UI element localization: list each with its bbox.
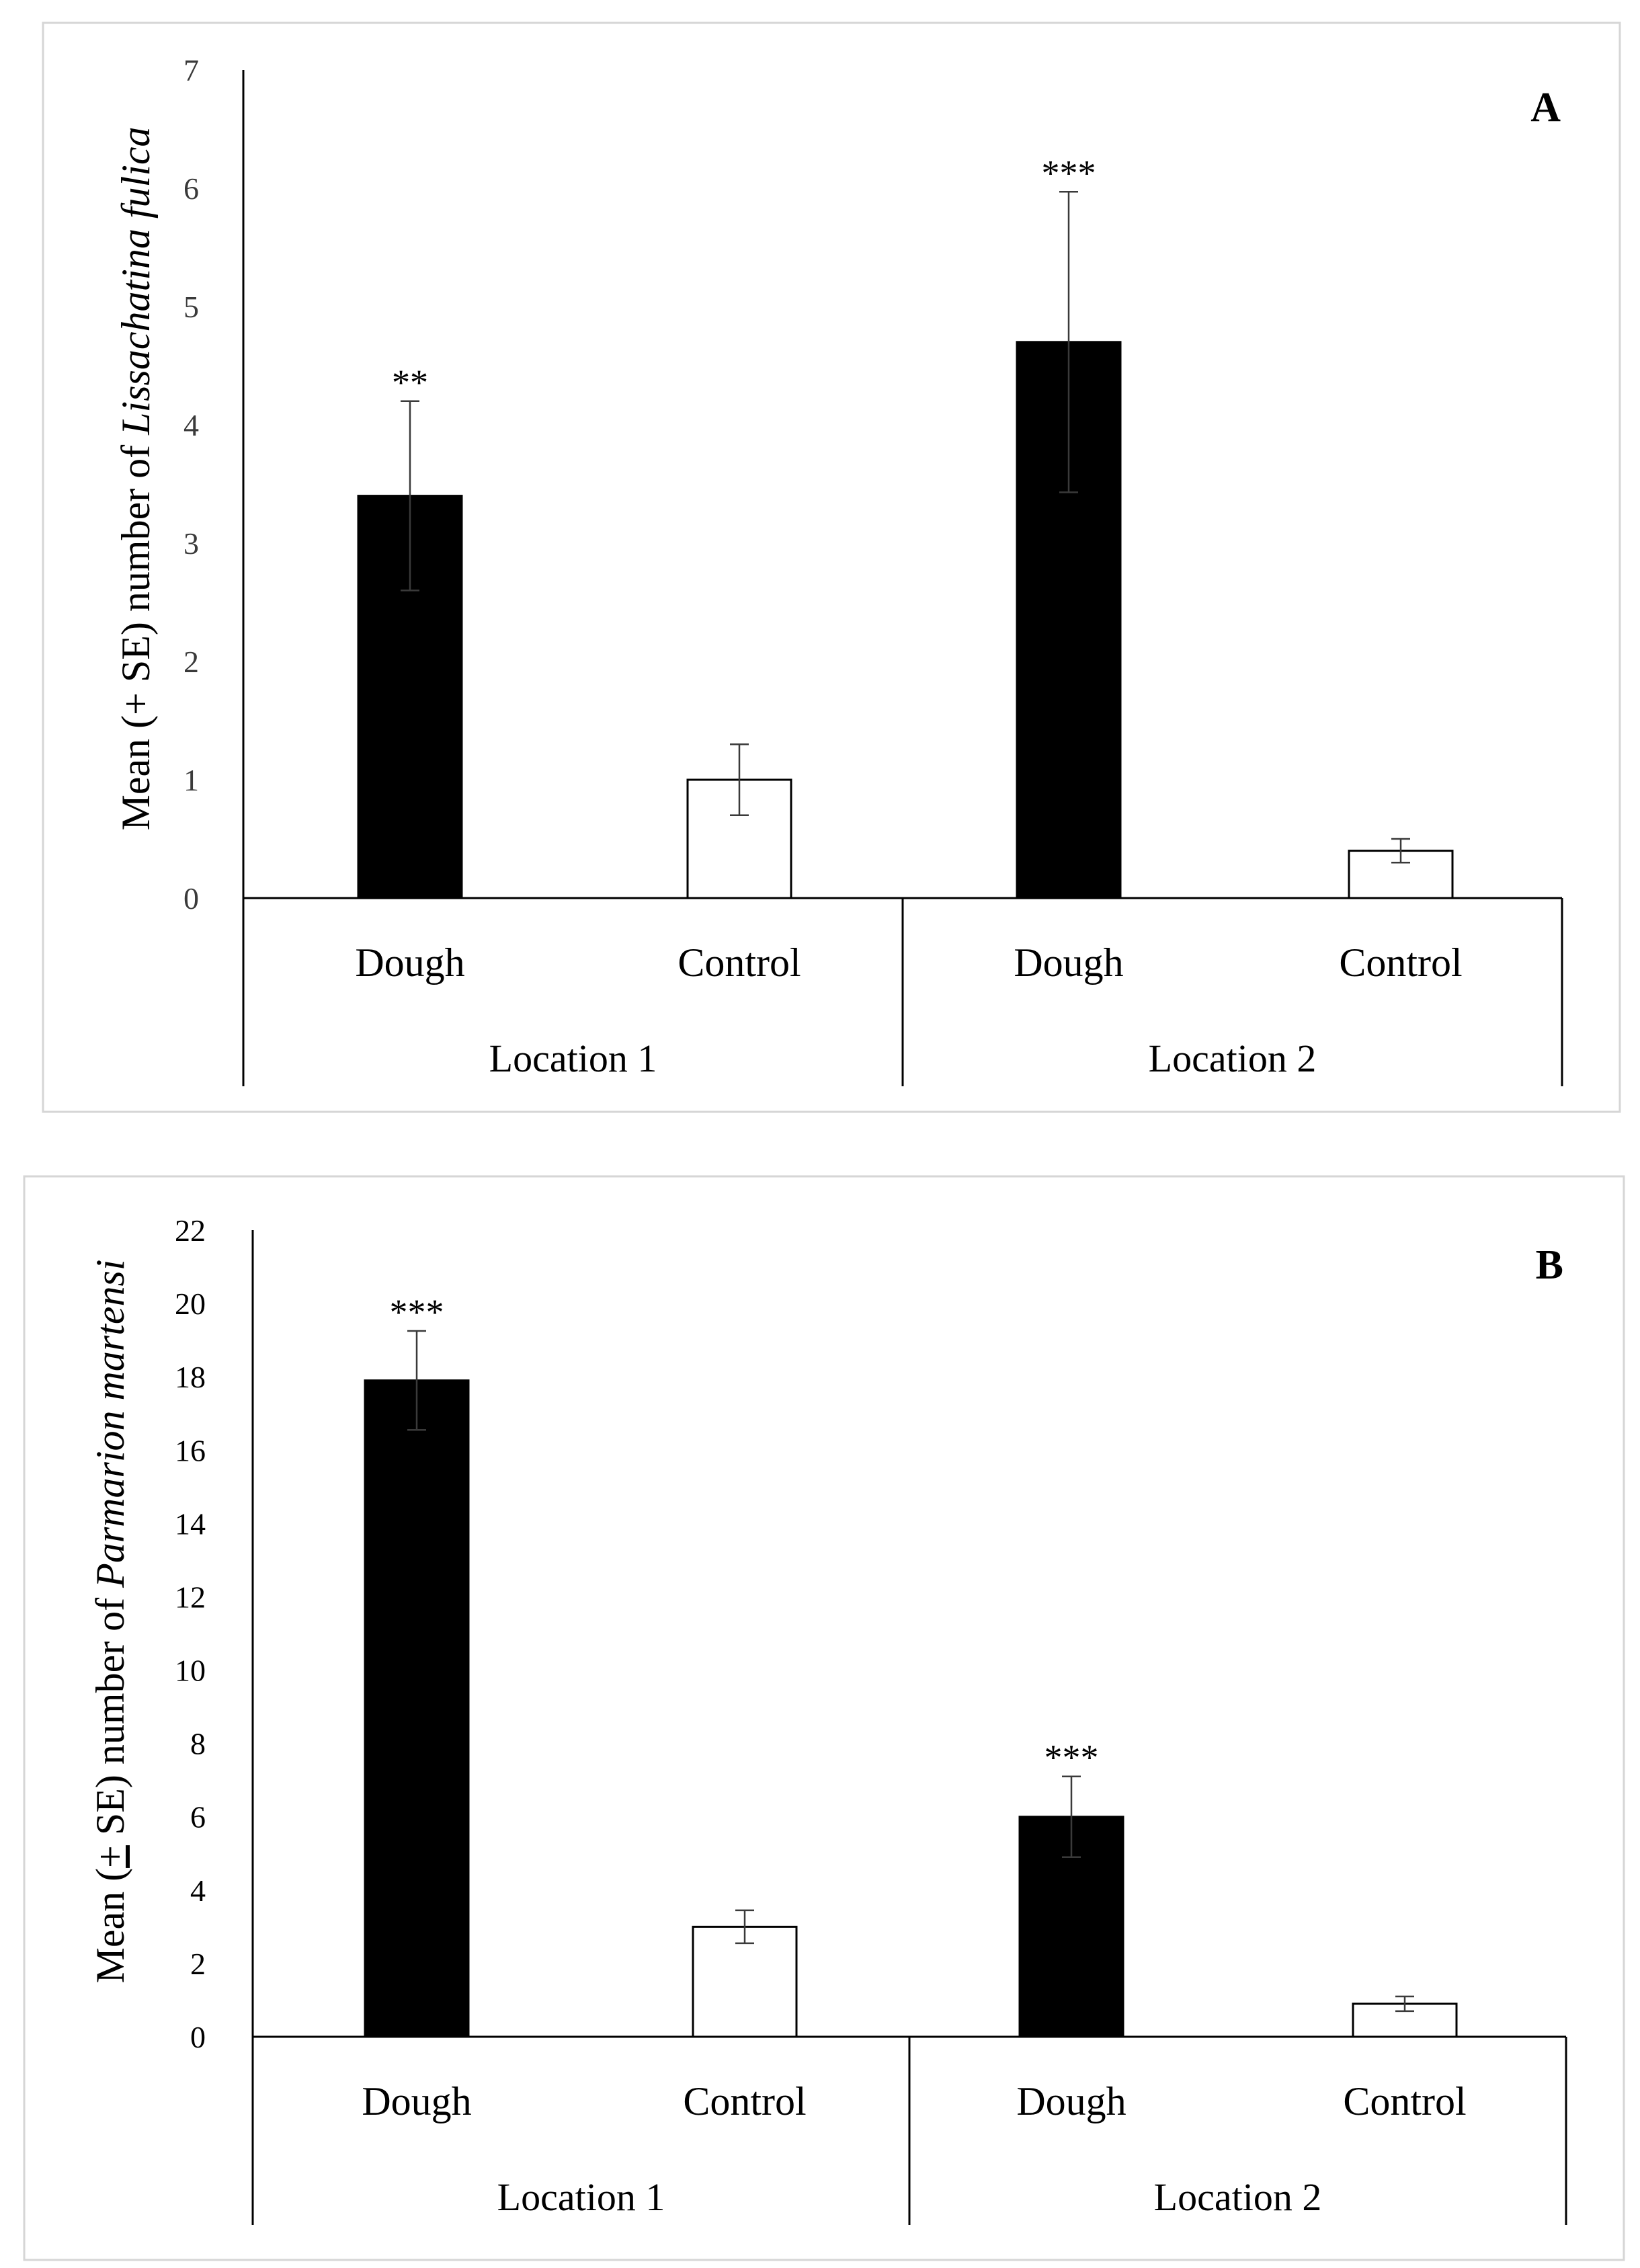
panel-b-y-ticks: 0 2 4 6 8 10 12 14 16 18 20 22: [175, 1213, 206, 2054]
y-tick-label: 10: [175, 1654, 206, 1688]
y-tick-label: 16: [175, 1433, 206, 1467]
significance-marker: ***: [1044, 1738, 1099, 1778]
y-tick-label: 14: [175, 1506, 206, 1541]
x-tick-label: Dough: [362, 2079, 471, 2123]
y-tick-label: 12: [175, 1580, 206, 1614]
y-tick-label: 7: [183, 53, 199, 87]
panel-a-y-ticks: 0 1 2 3 4 5 6 7: [183, 53, 199, 916]
x-tick-label: Control: [678, 940, 801, 985]
panel-a-label: A: [1530, 85, 1561, 130]
panel-a-frame: [42, 22, 1621, 1113]
y-tick-label: 6: [190, 1800, 206, 1834]
x-tick-label: Control: [1343, 2079, 1466, 2123]
panel-b-axes: [251, 1230, 1567, 2225]
group-label: Location 2: [1154, 2175, 1322, 2219]
panel-a-category-labels: Dough Control Location 1 Dough Control Locati…: [355, 940, 1462, 1080]
panel-b-category-labels: Dough Control Location 1 Dough Control Locati…: [362, 2079, 1466, 2219]
bar: [364, 1379, 470, 2038]
significance-marker: ***: [1042, 153, 1096, 193]
x-tick-label: Dough: [1014, 940, 1123, 985]
panel-b-y-axis-label: Mean (+ SE) number of Parmarion martensi: [88, 1259, 132, 1983]
y-tick-label: 2: [183, 645, 199, 679]
y-tick-label: 6: [183, 171, 199, 206]
group-label: Location 2: [1149, 1037, 1317, 1080]
y-tick-label: 3: [183, 526, 199, 561]
y-tick-label: 20: [175, 1287, 206, 1321]
panel-a-axes: [242, 70, 1563, 1086]
y-tick-label: 4: [190, 1873, 206, 1908]
panel-b-label: B: [1536, 1242, 1563, 1288]
x-tick-label: Control: [1339, 940, 1462, 985]
y-tick-label: 0: [190, 2020, 206, 2054]
panel-a-chart: A Mean (+ SE) number of Lissachatina ful…: [42, 22, 1621, 1113]
y-tick-label: 8: [190, 1727, 206, 1761]
y-tick-label: 5: [183, 290, 199, 324]
y-tick-label: 18: [175, 1360, 206, 1394]
group-label: Location 1: [497, 2175, 665, 2219]
x-tick-label: Dough: [355, 940, 464, 985]
panel-b-chart: B Mean (+ SE) number of Parmarion marten…: [23, 1175, 1625, 2261]
x-tick-label: Dough: [1016, 2079, 1126, 2123]
panel-a-y-axis-label: Mean (+ SE) number of Lissachatina fulic…: [114, 126, 158, 830]
y-tick-label: 22: [175, 1213, 206, 1248]
group-label: Location 1: [489, 1037, 657, 1080]
y-tick-label: 2: [190, 1947, 206, 1981]
x-tick-label: Control: [683, 2079, 806, 2123]
y-tick-label: 0: [183, 881, 199, 916]
significance-marker: ***: [390, 1292, 444, 1332]
panel-a-bars: *****: [357, 153, 1454, 899]
panel-b-frame: [23, 1175, 1625, 2261]
y-tick-label: 1: [183, 763, 199, 797]
y-tick-label: 4: [183, 408, 199, 442]
significance-marker: **: [392, 362, 428, 403]
